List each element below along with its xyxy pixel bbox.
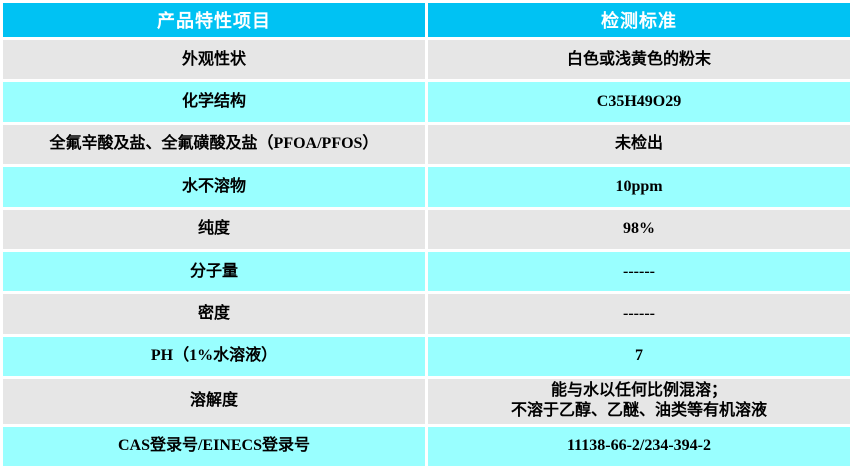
table-row: 密度 ------: [3, 294, 850, 334]
property-name-cell: 全氟辛酸及盐、全氟磺酸及盐（PFOA/PFOS）: [3, 124, 425, 165]
property-name-cell: 外观性状: [3, 40, 425, 80]
standard-value-cell: 能与水以任何比例混溶； 不溶于乙醇、乙醚、油类等有机溶液: [428, 379, 850, 424]
standard-value-cell: ------: [428, 294, 850, 334]
table-row: 外观性状 白色或浅黄色的粉末: [3, 40, 850, 80]
table-row: 水不溶物 10ppm: [3, 167, 850, 207]
header-row: 产品特性项目 检测标准: [3, 3, 850, 37]
table-body: 外观性状 白色或浅黄色的粉末 化学结构 C35H49O29 全氟辛酸及盐、全氟磺…: [3, 40, 850, 466]
property-name-cell: 分子量: [3, 251, 425, 292]
property-name-cell: 纯度: [3, 209, 425, 249]
table-row: CAS登录号/EINECS登录号 11138-66-2/234-394-2: [3, 426, 850, 466]
standard-value-cell: C35H49O29: [428, 82, 850, 122]
table-row: 全氟辛酸及盐、全氟磺酸及盐（PFOA/PFOS） 未检出: [3, 124, 850, 165]
property-name-cell: CAS登录号/EINECS登录号: [3, 426, 425, 466]
standard-value-cell: 11138-66-2/234-394-2: [428, 426, 850, 466]
table-header: 产品特性项目 检测标准: [3, 3, 850, 37]
standard-value-cell: 未检出: [428, 124, 850, 165]
table-row: 分子量 ------: [3, 251, 850, 292]
standard-value-cell: ------: [428, 251, 850, 292]
table-row: 纯度 98%: [3, 209, 850, 249]
property-name-cell: 密度: [3, 294, 425, 334]
standard-value-cell: 10ppm: [428, 167, 850, 207]
property-name-cell: PH（1%水溶液）: [3, 336, 425, 377]
table-row: 化学结构 C35H49O29: [3, 82, 850, 122]
table-row: 溶解度 能与水以任何比例混溶； 不溶于乙醇、乙醚、油类等有机溶液: [3, 379, 850, 424]
property-name-cell: 溶解度: [3, 379, 425, 424]
column-header-property: 产品特性项目: [3, 3, 425, 37]
property-name-cell: 化学结构: [3, 82, 425, 122]
standard-value-cell: 白色或浅黄色的粉末: [428, 40, 850, 80]
property-name-cell: 水不溶物: [3, 167, 425, 207]
standard-value-cell: 7: [428, 336, 850, 377]
table-row: PH（1%水溶液） 7: [3, 336, 850, 377]
standard-value-cell: 98%: [428, 209, 850, 249]
column-header-standard: 检测标准: [428, 3, 850, 37]
